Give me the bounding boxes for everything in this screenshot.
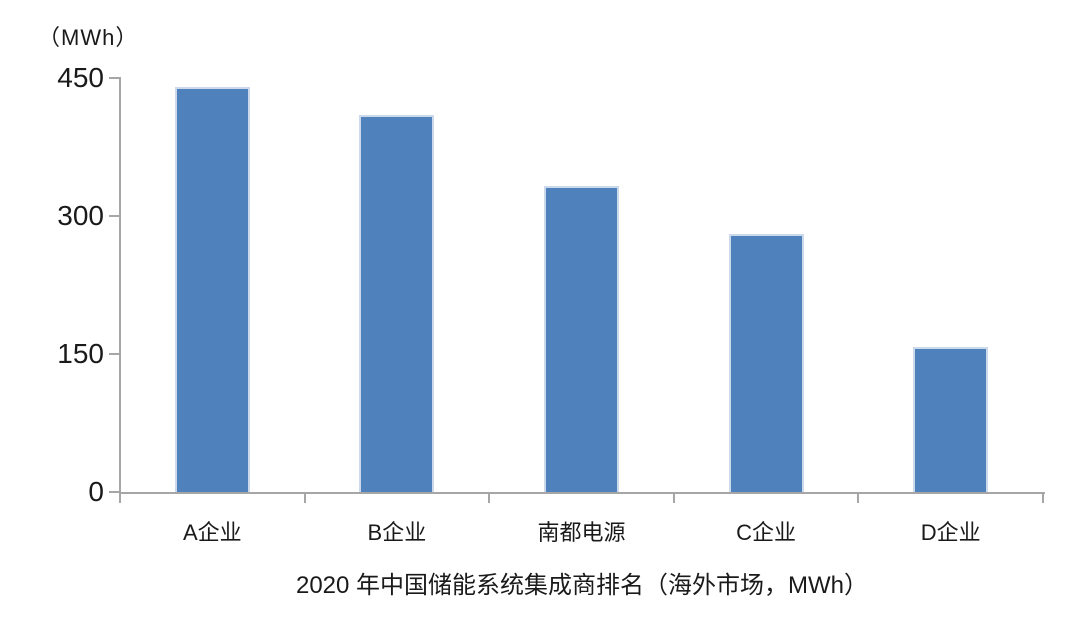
x-category-label-A企业: A企业 [182,520,242,545]
y-tick-label-450: 450 [57,62,104,93]
x-category-label-B企业: B企业 [367,520,427,545]
y-tick-mark-150 [109,353,120,355]
x-tick-mark-5 [1042,492,1044,503]
x-tick-mark-3 [672,492,675,503]
bar-南都电源 [544,185,619,492]
y-axis-line [119,77,121,494]
y-axis-unit-label: （MWh） [38,25,139,50]
x-axis-line [119,492,1045,494]
bar-A企业 [174,87,250,492]
bar-D企业 [913,346,989,492]
x-category-label-D企业: D企业 [920,520,981,545]
x-category-label-C企业: C企业 [736,520,797,545]
x-tick-mark-2 [488,492,491,503]
chart-title: 2020 年中国储能系统集成商排名（海外市场，MWh） [295,572,869,599]
x-tick-mark-4 [857,492,860,503]
bar-C企业 [728,234,804,492]
y-tick-mark-450 [109,77,120,79]
plot-area [121,78,1043,492]
y-tick-label-150: 150 [57,338,104,369]
y-tick-mark-0 [109,491,120,493]
x-category-label-南都电源: 南都电源 [537,520,626,545]
x-tick-mark-1 [303,492,306,503]
y-tick-mark-300 [109,215,120,217]
y-tick-label-300: 300 [57,200,104,231]
x-tick-mark-0 [119,492,121,503]
bar-B企业 [359,114,435,492]
y-tick-label-0: 0 [88,476,104,507]
